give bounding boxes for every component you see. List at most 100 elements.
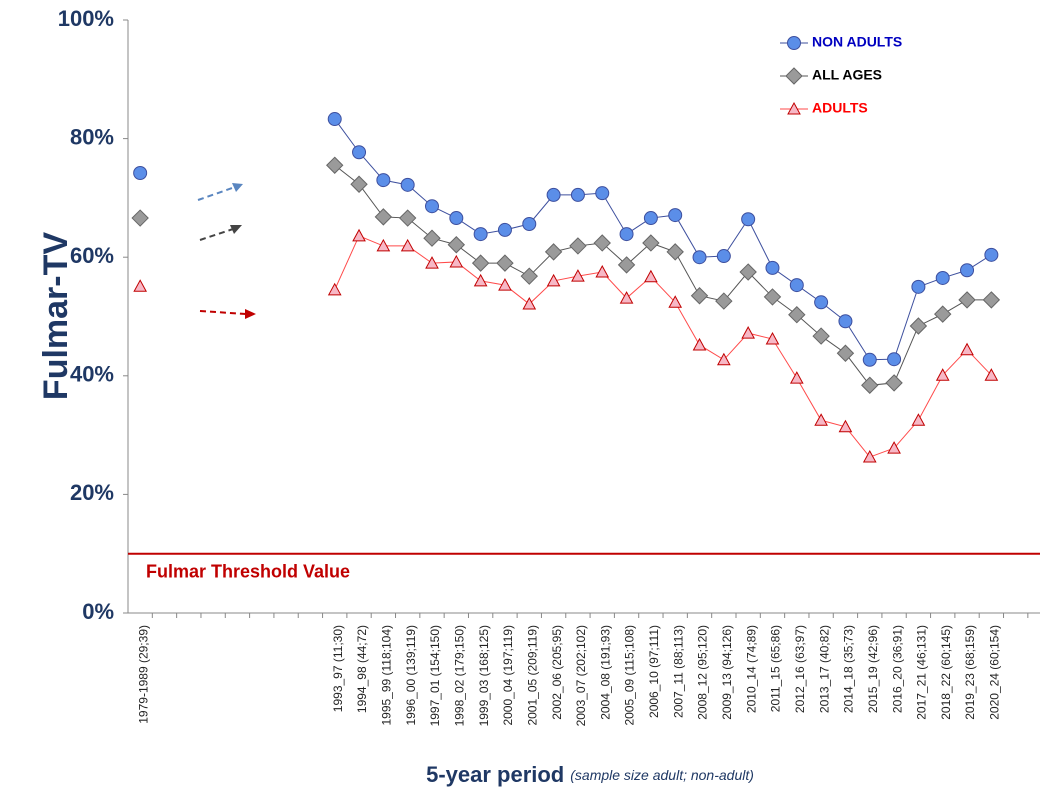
marker — [741, 212, 756, 227]
marker — [960, 342, 974, 356]
marker — [838, 314, 853, 329]
marker — [643, 211, 658, 226]
marker — [739, 263, 757, 281]
marker — [911, 279, 926, 294]
x-tick-label: 2007_11 (88;113) — [671, 625, 685, 718]
marker — [326, 156, 344, 174]
arrow — [197, 185, 239, 201]
marker — [692, 337, 707, 351]
x-tick-label: 2000_04 (197;119) — [501, 625, 515, 726]
marker — [934, 305, 952, 323]
marker — [619, 227, 634, 242]
marker — [789, 278, 804, 293]
x-tick-label: 2020_24 (60;154) — [988, 625, 1002, 720]
marker — [935, 270, 950, 285]
marker — [496, 254, 514, 272]
marker — [425, 256, 439, 269]
x-tick-label: 1995_99 (118;104) — [380, 625, 394, 726]
marker — [398, 209, 417, 227]
marker — [520, 267, 538, 285]
marker — [984, 368, 999, 381]
marker — [812, 327, 830, 345]
marker — [887, 441, 901, 454]
marker — [595, 264, 610, 278]
marker — [911, 413, 926, 426]
y-tick-label: 100% — [58, 6, 114, 31]
x-tick-label: 2019_23 (68;159) — [963, 625, 977, 720]
marker — [935, 368, 950, 381]
x-tick-label: 2010_14 (74;89) — [744, 625, 758, 713]
marker — [352, 145, 367, 160]
x-tick-label: 1993_97 (11;30) — [331, 625, 345, 712]
series-line — [334, 118, 992, 361]
threshold-label: Fulmar Threshold Value — [146, 561, 350, 581]
marker — [861, 376, 879, 394]
marker — [838, 419, 853, 433]
series-line — [334, 164, 992, 386]
marker — [982, 291, 1001, 309]
marker — [546, 187, 561, 202]
y-tick-label: 0% — [82, 599, 114, 624]
marker — [666, 243, 684, 261]
marker — [787, 101, 801, 115]
marker — [788, 306, 806, 324]
marker — [814, 413, 828, 426]
marker — [595, 186, 610, 201]
marker — [765, 331, 780, 345]
marker — [668, 295, 683, 308]
x-tick-label: 2002_06 (205;95) — [550, 625, 564, 720]
marker — [862, 449, 877, 463]
marker — [960, 263, 975, 278]
marker — [571, 269, 585, 282]
x-tick-label: 2018_22 (60;145) — [939, 625, 953, 720]
marker — [425, 199, 439, 214]
x-tick-label: 2017_21 (46;131) — [915, 625, 929, 720]
x-tick-label: 2016_20 (36;91) — [890, 625, 904, 713]
marker — [715, 292, 733, 310]
arrow-head — [230, 225, 242, 234]
x-axis-title-main: 5-year period — [426, 762, 564, 787]
marker — [374, 208, 393, 226]
marker — [570, 187, 585, 202]
marker — [644, 269, 658, 283]
trend-arrows — [197, 183, 256, 319]
legend: NON ADULTS ALL AGES ADULTS — [780, 34, 902, 116]
marker — [449, 254, 464, 268]
marker — [544, 243, 563, 261]
y-axis-title: Fulmar-TV — [37, 232, 75, 400]
marker — [497, 222, 512, 237]
marker — [473, 227, 488, 242]
marker — [471, 254, 490, 272]
x-axis-title-note: (sample size adult; non-adult) — [570, 767, 754, 783]
marker — [862, 352, 877, 367]
y-tick-label: 60% — [70, 243, 114, 268]
marker — [787, 36, 801, 50]
x-tick-label: 2004_08 (191;93) — [598, 625, 612, 720]
marker — [449, 211, 464, 226]
marker — [814, 295, 829, 310]
marker — [836, 344, 855, 362]
arrow — [199, 227, 237, 241]
x-tick-label: 2014_18 (35;73) — [842, 625, 856, 713]
marker — [789, 371, 804, 384]
x-tick-label: 1999_03 (168;125) — [477, 625, 491, 726]
marker — [885, 374, 903, 392]
series-line — [334, 235, 992, 458]
marker — [423, 229, 441, 247]
marker — [887, 352, 902, 367]
marker — [376, 238, 391, 252]
legend-label: NON ADULTS — [812, 34, 902, 50]
marker — [400, 238, 415, 252]
marker — [498, 278, 512, 291]
x-tick-label: 2013_17 (40;82) — [817, 625, 831, 713]
marker — [909, 317, 928, 335]
marker — [763, 288, 782, 306]
arrow-head — [245, 309, 256, 319]
x-tick-label: 2006_10 (97;111) — [647, 625, 661, 718]
marker — [716, 249, 731, 264]
marker — [447, 236, 466, 254]
x-tick-label: 1996_00 (139;119) — [404, 625, 418, 726]
marker — [593, 234, 611, 252]
y-tick-label: 20% — [70, 480, 114, 505]
x-tick-label: 2012_16 (63;97) — [793, 625, 807, 713]
